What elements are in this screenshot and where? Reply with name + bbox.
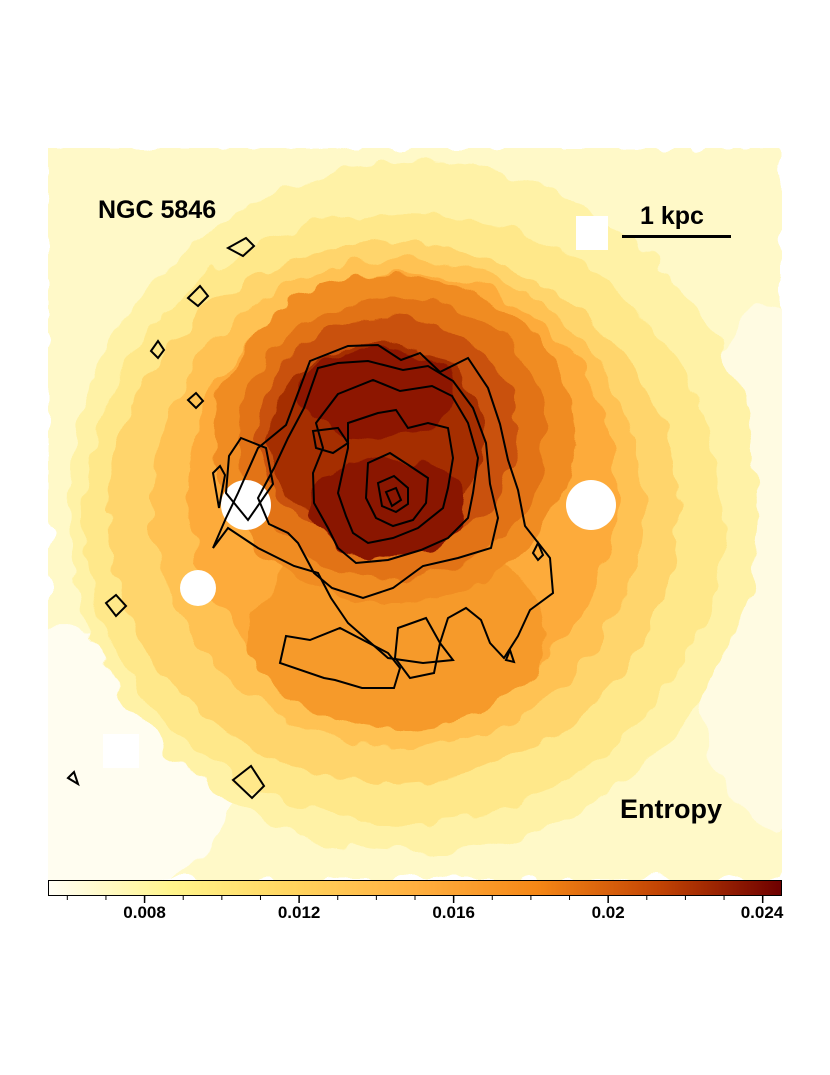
masked-point-sources [103,216,616,768]
entropy-map [48,148,782,880]
quantity-label: Entropy [620,794,723,824]
colorbar-tick-label: 0.016 [432,903,475,922]
scale-bar-label: 1 kpc [640,202,704,230]
colorbar-tick-label: 0.012 [277,903,321,922]
colorbar-tick-label: 0.024 [740,903,784,922]
object-name-label: NGC 5846 [98,196,217,224]
colorbar-ticks [66,896,764,903]
scale-bar [622,235,731,238]
colorbar-tick-label: 0.02 [591,903,625,922]
colorbar-tick-label: 0.008 [123,903,166,922]
entropy-image [48,148,782,880]
colorbar [48,880,782,896]
contours [66,236,555,800]
